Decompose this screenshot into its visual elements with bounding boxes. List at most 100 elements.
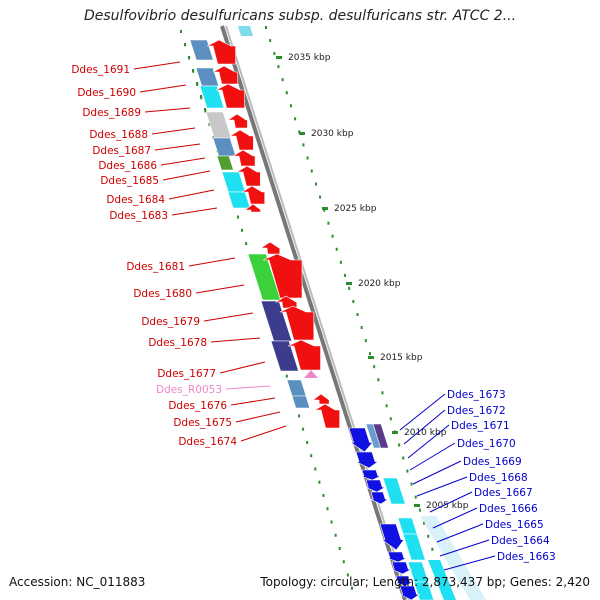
leader-line xyxy=(235,411,281,423)
scale-tick-label: 2030 kbp xyxy=(311,129,354,139)
gene-label: Ddes_1665 xyxy=(485,519,544,531)
gene-label: Ddes_1690 xyxy=(77,87,136,99)
scale-tick-label: 2025 kbp xyxy=(334,204,377,214)
gene-label: Ddes_1668 xyxy=(469,472,528,484)
gene-block xyxy=(407,561,429,583)
scale-tick-label: 2010 kbp xyxy=(404,428,447,438)
gene-label: Ddes_1671 xyxy=(451,420,510,432)
gene-block xyxy=(212,137,237,157)
leader-line xyxy=(225,385,271,390)
leader-line xyxy=(195,284,245,294)
leader-line xyxy=(160,157,206,166)
gene-label: Ddes_1674 xyxy=(178,436,237,448)
leader-line xyxy=(240,425,287,442)
scale-tick-label: 2035 kbp xyxy=(288,53,331,63)
gene-block xyxy=(413,581,435,600)
scale-ticks: 2035 kbp 2030 kbp 2025 kbp 2020 kbp 2015 kbp… xyxy=(276,53,469,511)
gene-arrow xyxy=(227,113,248,129)
gene-block xyxy=(397,517,418,535)
gene-block xyxy=(402,533,426,561)
gene-block xyxy=(216,155,234,171)
gene-arrow xyxy=(399,585,421,600)
leader-line xyxy=(443,555,496,571)
leader-line xyxy=(171,207,218,216)
leader-line xyxy=(168,189,215,200)
leader-line xyxy=(403,409,446,445)
leader-line xyxy=(407,424,450,459)
leader-line xyxy=(432,507,478,529)
scale-tick-label: 2015 kbp xyxy=(380,353,423,363)
gene-block xyxy=(205,111,232,139)
gene-label: Ddes_1669 xyxy=(463,456,522,468)
leader-line xyxy=(412,460,462,485)
gene-arrow xyxy=(228,129,254,151)
gene-block xyxy=(382,477,406,505)
scale-tick-mark xyxy=(322,207,328,210)
left-gene-labels: Ddes_1691 Ddes_1690 Ddes_1689 Ddes_1688 Ddes… xyxy=(71,61,287,448)
gene-label: Ddes_1683 xyxy=(109,210,168,222)
gene-arrow xyxy=(394,575,414,587)
gene-label: Ddes_R0053 xyxy=(156,384,222,396)
gene-label: Ddes_1686 xyxy=(98,160,157,172)
gene-label: Ddes_1666 xyxy=(479,503,538,515)
leader-line xyxy=(154,143,201,151)
gene-label: Ddes_1681 xyxy=(126,261,185,273)
right-gene-labels: Ddes_1673 Ddes_1672 Ddes_1671 Ddes_1670 Ddes… xyxy=(399,389,556,571)
leader-line xyxy=(139,84,187,93)
gene-arrow xyxy=(287,339,321,371)
gene-arrow xyxy=(360,469,382,481)
leader-line xyxy=(151,127,196,135)
gene-block xyxy=(420,516,486,600)
leader-line xyxy=(429,491,473,513)
gene-arrow xyxy=(391,561,413,575)
gene-block xyxy=(428,560,456,600)
leader-line xyxy=(210,337,261,343)
gene-label: Ddes_1663 xyxy=(497,551,556,563)
leader-line xyxy=(230,397,276,406)
gene-arrow xyxy=(370,491,390,505)
gene-arrow xyxy=(215,83,245,109)
scale-tick-mark xyxy=(392,431,398,434)
right-gene-track xyxy=(348,423,486,600)
gene-label: Ddes_1672 xyxy=(447,405,506,417)
gene-block xyxy=(286,379,307,397)
gene-block xyxy=(227,191,251,209)
scale-tick-mark xyxy=(368,356,374,359)
gene-block xyxy=(291,395,311,409)
leader-line xyxy=(399,393,446,431)
leader-line xyxy=(416,476,468,497)
accession-label: Accession: NC_011883 xyxy=(9,575,146,589)
leader-line xyxy=(409,442,456,471)
scale-tick-mark xyxy=(276,56,282,59)
gene-label: Ddes_1688 xyxy=(89,129,148,141)
gene-arrow xyxy=(206,39,236,65)
rna-marker xyxy=(304,370,318,378)
gene-arrow xyxy=(279,305,315,341)
gene-arrow xyxy=(244,203,262,213)
gene-arrow xyxy=(386,551,408,563)
gene-label: Ddes_1691 xyxy=(71,64,130,76)
gene-block xyxy=(270,340,299,372)
scale-tick-mark xyxy=(299,132,305,135)
gene-arrow xyxy=(212,65,239,85)
gene-block xyxy=(189,39,214,61)
gene-arrow xyxy=(262,253,303,299)
gene-arrow xyxy=(260,241,281,255)
left-gene-track xyxy=(189,39,340,429)
gene-label: Ddes_1685 xyxy=(100,175,159,187)
gene-block xyxy=(260,300,293,342)
gene-block xyxy=(195,67,220,87)
gene-label: Ddes_1687 xyxy=(92,145,151,157)
gene-arrow xyxy=(365,479,387,493)
gene-label: Ddes_1667 xyxy=(474,487,533,499)
scale-tick-mark xyxy=(414,504,420,507)
gene-label: Ddes_1673 xyxy=(447,389,506,401)
map-title: Desulfovibrio desulfuricans subsp. desul… xyxy=(83,8,517,24)
gene-arrow xyxy=(312,393,330,405)
gene-arrow xyxy=(240,185,266,205)
gene-arrow xyxy=(231,149,256,167)
gene-label: Ddes_1677 xyxy=(157,368,216,380)
gene-label: Ddes_1680 xyxy=(133,288,192,300)
gene-arrow xyxy=(355,451,379,469)
